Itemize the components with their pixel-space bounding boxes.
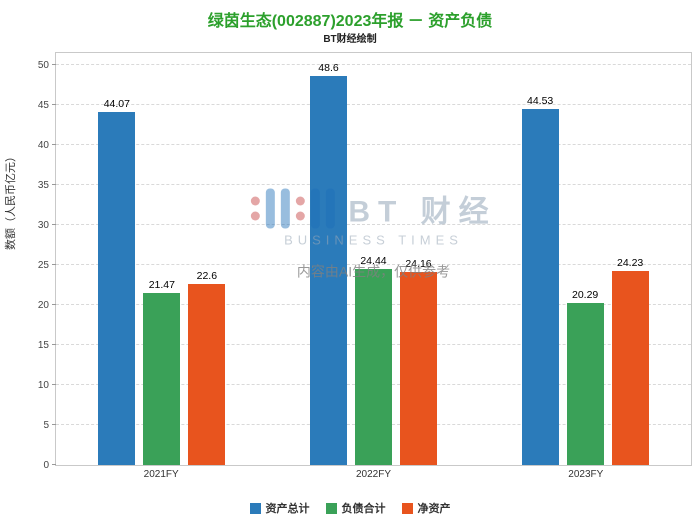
legend-label: 资产总计 xyxy=(265,503,310,515)
bar xyxy=(188,284,226,465)
bar-value-label: 20.29 xyxy=(572,288,599,301)
y-tick-mark xyxy=(52,144,56,145)
bar xyxy=(143,293,181,465)
bar-value-label: 48.6 xyxy=(318,62,339,75)
y-tick-mark xyxy=(52,64,56,65)
bar-value-label: 24.44 xyxy=(360,255,387,268)
bar-value-label: 22.6 xyxy=(196,270,218,283)
bar-item: 24.44 xyxy=(354,255,392,465)
y-axis-title: 数额（人民币亿元） xyxy=(5,151,17,250)
y-tick-label: 20 xyxy=(37,300,49,312)
legend-swatch xyxy=(249,502,261,514)
x-axis-label: 2021FY xyxy=(143,469,179,480)
y-tick-mark xyxy=(52,184,56,185)
gridline xyxy=(56,184,691,185)
legend-item: 负债合计 xyxy=(325,500,386,516)
gridline xyxy=(56,64,691,65)
bar-item: 48.6 xyxy=(309,62,347,465)
y-tick-mark xyxy=(52,304,56,306)
y-tick-mark xyxy=(52,464,56,465)
bar xyxy=(611,271,649,465)
bars-layer: 44.07 21.47 22.6 48.6 24.44 24.16 44.53 20.29 24… xyxy=(56,53,691,465)
y-tick-label: 45 xyxy=(37,100,49,111)
bar xyxy=(309,76,347,465)
y-tick-mark xyxy=(52,104,56,105)
y-tick-label: 40 xyxy=(37,140,49,151)
bar-item: 24.16 xyxy=(399,257,437,465)
bar-value-label: 24.23 xyxy=(617,257,644,270)
bar xyxy=(399,271,437,465)
bar-value-label: 21.47 xyxy=(148,279,175,292)
bar-item: 44.07 xyxy=(98,98,136,465)
y-tick-label: 25 xyxy=(37,260,49,271)
bar-value-label: 44.53 xyxy=(527,94,554,107)
bar-value-label: 44.07 xyxy=(103,98,130,111)
bar xyxy=(354,269,392,465)
bar-item: 20.29 xyxy=(566,288,604,465)
bar-item: 22.6 xyxy=(188,270,226,465)
bar-item: 44.53 xyxy=(521,94,559,465)
bar-value-label: 24.16 xyxy=(405,257,432,270)
chart-subtitle: BT财经绘制 xyxy=(323,34,377,45)
bar xyxy=(566,302,604,465)
x-axis-labels: 2021FY 2022FY 2023FY xyxy=(55,469,692,480)
y-tick-label: 10 xyxy=(37,380,49,392)
y-tick-label: 30 xyxy=(37,220,49,231)
y-tick-mark xyxy=(52,264,56,265)
gridline xyxy=(56,104,691,105)
legend-label: 净资产 xyxy=(417,503,451,515)
y-tick-mark xyxy=(52,224,56,225)
legend-swatch xyxy=(325,502,337,514)
chart-legend: 资产总计 负债合计 净资产 xyxy=(0,500,700,516)
plot-area: 0 5 10 15 20 25 30 35 40 45 50 BT 财经 BUSINESS TIME… xyxy=(38,52,692,471)
bar-group: 44.53 20.29 24.23 xyxy=(521,94,649,465)
bar-group: 44.07 21.47 22.6 xyxy=(98,98,226,465)
legend-item: 净资产 xyxy=(401,500,451,516)
chart-title: 绿茵生态(002887)2023年报 － 资产负债 xyxy=(207,13,493,30)
legend-item: 资产总计 xyxy=(249,500,310,516)
bar-item: 21.47 xyxy=(143,279,181,465)
y-tick-label: 50 xyxy=(37,60,49,71)
y-tick-mark xyxy=(52,384,56,386)
legend-label: 负债合计 xyxy=(341,503,386,515)
y-tick-mark xyxy=(52,344,56,345)
y-tick-label: 15 xyxy=(37,340,49,351)
gridline xyxy=(56,264,691,265)
y-tick-mark xyxy=(52,424,56,426)
legend-swatch xyxy=(401,502,413,514)
bar-item: 24.23 xyxy=(611,257,649,465)
gridline xyxy=(56,144,691,145)
y-tick-label: 0 xyxy=(43,460,49,471)
bar-group: 48.6 24.44 24.16 xyxy=(309,62,437,465)
x-axis-label: 2022FY xyxy=(355,469,391,480)
bar xyxy=(521,108,559,465)
gridline xyxy=(56,224,691,225)
y-tick-label: 5 xyxy=(43,420,49,432)
x-axis-label: 2023FY xyxy=(568,469,604,480)
bar xyxy=(98,112,136,465)
y-tick-label: 35 xyxy=(37,180,49,191)
